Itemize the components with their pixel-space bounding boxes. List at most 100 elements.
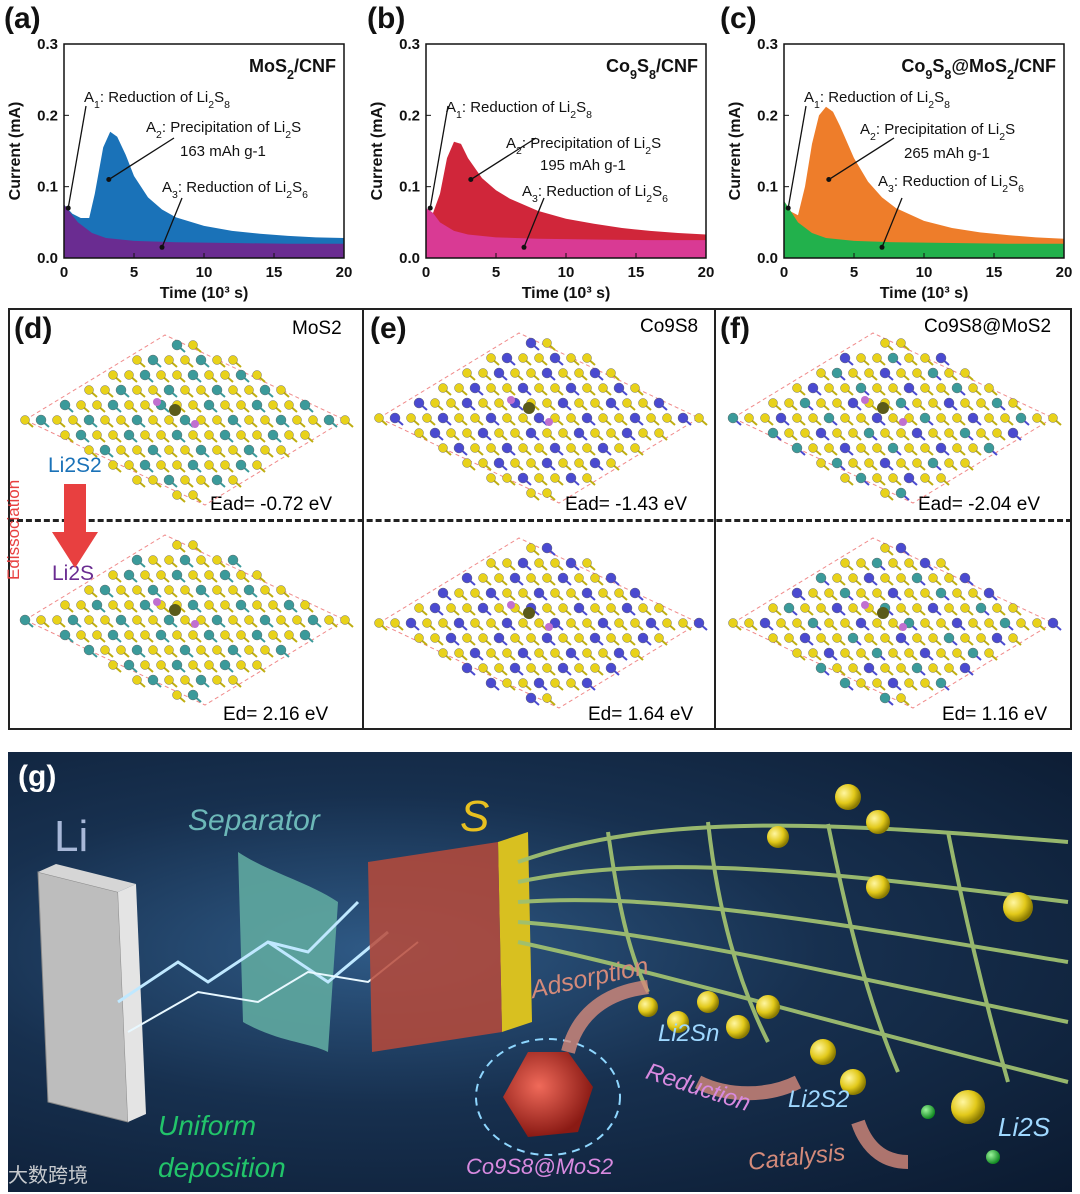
sulfur-atom: [848, 368, 858, 378]
sulfur-atom: [60, 430, 70, 440]
sulfur-atom: [856, 588, 866, 598]
sulfur-atom: [108, 430, 118, 440]
sulfur-atom: [880, 573, 890, 583]
sulfur-atom: [462, 368, 472, 378]
sulfur-atom: [180, 585, 190, 595]
sulfur-atom: [308, 415, 318, 425]
sulfur-atom: [228, 385, 238, 395]
sulfur-atom: [1016, 618, 1026, 628]
sulfur-atom: [124, 630, 134, 640]
metal-atom: [831, 602, 843, 614]
lithium-atom: [861, 601, 869, 609]
annotation-0: A1: Reduction of Li2S8: [804, 89, 950, 111]
sulfur-atom: [550, 383, 560, 393]
metal-atom: [919, 647, 931, 659]
sulfur-atom: [606, 458, 616, 468]
sulfur-atom: [784, 428, 794, 438]
annotation-arrow-0: [67, 105, 87, 209]
sulfur-atom: [566, 353, 576, 363]
sulfur-atom: [840, 648, 850, 658]
metal-atom: [131, 554, 143, 566]
sulfur-atom: [960, 368, 970, 378]
metal-atom: [171, 569, 183, 581]
sulfur-atom: [486, 353, 496, 363]
sulfur-atom: [526, 573, 536, 583]
sulfur-atom: [180, 475, 190, 485]
sulfur-atom: [252, 460, 262, 470]
metal-atom: [759, 617, 771, 629]
metal-atom: [983, 442, 995, 454]
sulfur-atom: [920, 473, 930, 483]
metal-atom: [251, 629, 263, 641]
annotation-2: 265 mAh g-1: [904, 145, 990, 162]
x-axis-label: Time (10³ s): [160, 285, 249, 302]
sulfur-atom: [848, 603, 858, 613]
annotation-arrowhead-0: [427, 205, 433, 211]
metal-atom: [605, 572, 617, 584]
metal-atom: [259, 614, 271, 626]
sulfur-atom: [132, 585, 142, 595]
sulfur-atom: [132, 385, 142, 395]
sulfur-atom: [92, 430, 102, 440]
sulfur-atom: [976, 398, 986, 408]
annotation-3: A3: Reduction of Li2S6: [162, 179, 308, 201]
sulfur-atom: [582, 473, 592, 483]
sulfur-atom: [904, 678, 914, 688]
metal-atom: [171, 429, 183, 441]
sulfur-atom: [220, 630, 230, 640]
y-tick-label: 0.1: [399, 179, 420, 196]
schematic-li2s2: Li2S2: [788, 1086, 850, 1113]
ead-f: Ead= -2.04 eV: [918, 494, 1041, 515]
sulfur-atom: [478, 633, 488, 643]
lithium-atom: [507, 396, 515, 404]
sulfur-atom: [824, 588, 834, 598]
sulfur-atom: [180, 445, 190, 455]
sulfur-atom: [212, 555, 222, 565]
sulfur-atom: [268, 400, 278, 410]
sulfur-atom: [124, 400, 134, 410]
sulfur-atom: [164, 645, 174, 655]
sulfur-atom: [936, 558, 946, 568]
chart-a: 0 5 10 15 20 0.0 0.1 0.2 0.3 Time (10³ s) Current …: [7, 36, 352, 302]
sulfur-atom: [776, 618, 786, 628]
metal-atom: [839, 677, 851, 689]
sulfur-atom: [36, 615, 46, 625]
metal-atom: [267, 429, 279, 441]
metal-atom: [959, 427, 971, 439]
sulfur-atom: [856, 353, 866, 363]
metal-atom: [927, 367, 939, 379]
sulfur-atom: [880, 338, 890, 348]
sulfur-atom: [324, 615, 334, 625]
metal-atom: [621, 602, 633, 614]
sulfur-atom: [284, 430, 294, 440]
y-axis-label: Current (mA): [727, 102, 744, 201]
sulfur-atom: [220, 370, 230, 380]
metal-atom: [131, 414, 143, 426]
metal-atom: [517, 382, 529, 394]
y-tick-label: 0.2: [757, 107, 778, 124]
sulfur-atom: [100, 615, 110, 625]
metal-atom: [509, 572, 521, 584]
metal-atom: [195, 444, 207, 456]
annotation-arrow-2: [161, 197, 183, 248]
chart-title: Co9S8/CNF: [606, 56, 698, 82]
metal-atom: [147, 354, 159, 366]
sulfur-atom: [300, 430, 310, 440]
sulfur-atom: [188, 660, 198, 670]
metal-atom: [187, 689, 199, 701]
sulfur-atom: [502, 588, 512, 598]
li2s-label: Li2S: [52, 562, 95, 585]
metal-atom: [533, 412, 545, 424]
sulfur-atom: [534, 353, 544, 363]
sulfur-atom: [864, 368, 874, 378]
sulfur-atom: [526, 458, 536, 468]
metal-atom: [975, 602, 987, 614]
metal-atom: [967, 412, 979, 424]
sulfur-atom: [204, 430, 214, 440]
metal-atom: [413, 397, 425, 409]
lithium-atom: [861, 396, 869, 404]
y-tick-label: 0.0: [399, 250, 420, 267]
sulfur-atom: [244, 615, 254, 625]
metal-atom: [227, 644, 239, 656]
metal-atom: [91, 599, 103, 611]
